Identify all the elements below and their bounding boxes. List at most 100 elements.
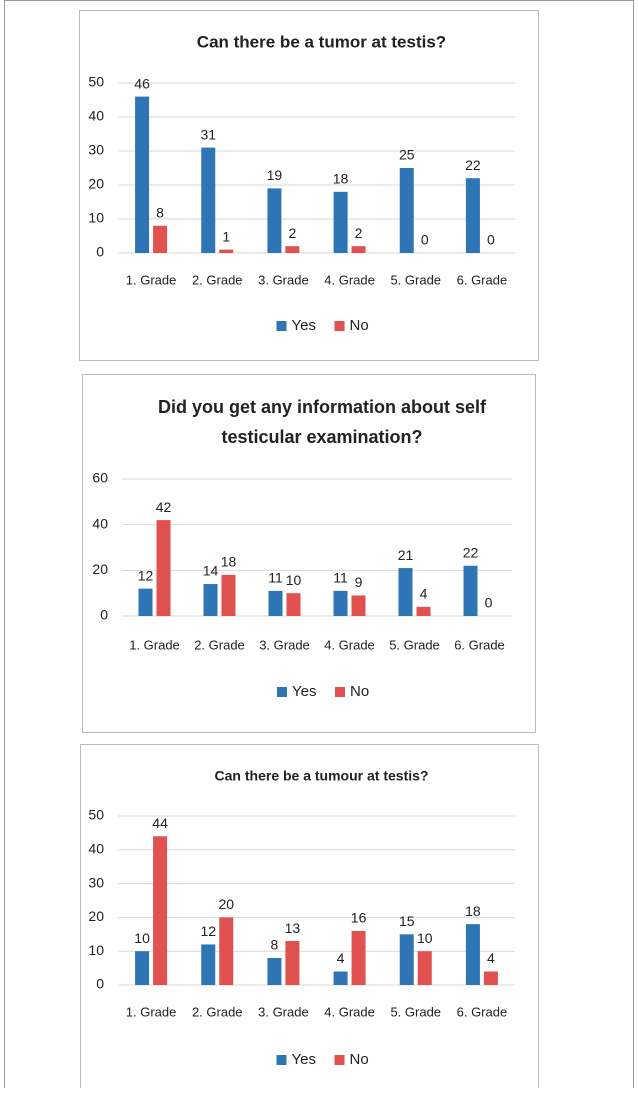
legend-label: Yes xyxy=(292,317,316,334)
data-label: 0 xyxy=(487,232,495,248)
bar xyxy=(333,191,348,253)
data-label: 0 xyxy=(421,232,429,248)
y-tick-label: 20 xyxy=(92,561,108,577)
x-tick-label: 1. Grade xyxy=(129,637,180,652)
data-label: 25 xyxy=(399,147,415,163)
data-label: 10 xyxy=(134,930,150,946)
data-label: 8 xyxy=(271,937,279,953)
legend-label: No xyxy=(350,1051,369,1068)
data-label: 0 xyxy=(485,595,493,611)
x-tick-label: 3. Grade xyxy=(259,637,310,652)
y-tick-label: 40 xyxy=(88,841,104,857)
bar xyxy=(268,590,283,616)
data-label: 20 xyxy=(218,896,234,912)
legend-label: No xyxy=(350,683,369,700)
data-label: 44 xyxy=(152,815,168,831)
data-label: 4 xyxy=(487,950,495,966)
bar xyxy=(399,168,414,253)
y-tick-label: 60 xyxy=(92,470,108,486)
bar xyxy=(221,574,236,616)
data-label: 2 xyxy=(289,225,297,241)
data-label: 18 xyxy=(465,903,481,919)
bar xyxy=(333,971,348,985)
x-tick-label: 4. Grade xyxy=(324,637,375,652)
data-label: 12 xyxy=(200,923,216,939)
data-label: 18 xyxy=(333,171,349,187)
y-tick-label: 50 xyxy=(88,74,104,90)
y-tick-label: 30 xyxy=(88,142,104,158)
data-label: 19 xyxy=(267,167,283,183)
data-label: 15 xyxy=(399,913,415,929)
bar xyxy=(483,971,498,985)
x-tick-label: 1. Grade xyxy=(126,1004,177,1019)
bar xyxy=(398,568,413,616)
page-frame xyxy=(4,0,634,1093)
bar xyxy=(351,595,366,616)
y-tick-label: 0 xyxy=(100,607,108,623)
data-label: 21 xyxy=(398,547,414,563)
x-tick-label: 6. Grade xyxy=(457,272,508,287)
data-label: 11 xyxy=(333,570,348,586)
legend-swatch xyxy=(335,687,345,697)
y-tick-label: 20 xyxy=(88,908,104,924)
bar xyxy=(135,96,150,253)
data-label: 4 xyxy=(420,586,428,602)
data-label: 46 xyxy=(134,75,150,91)
x-tick-label: 2. Grade xyxy=(192,272,243,287)
x-tick-label: 2. Grade xyxy=(192,1004,243,1019)
chart-title: Can there be a tumor at testis? xyxy=(197,32,446,51)
bar xyxy=(203,584,218,616)
x-tick-label: 1. Grade xyxy=(126,272,177,287)
bar xyxy=(135,951,150,985)
bar xyxy=(267,957,282,985)
x-tick-label: 3. Grade xyxy=(258,1004,309,1019)
bar xyxy=(333,590,348,616)
bar xyxy=(463,565,478,616)
chart-title: testicular examination? xyxy=(221,427,422,447)
chart-title: Did you get any information about self xyxy=(158,397,487,417)
x-tick-label: 5. Grade xyxy=(390,272,441,287)
x-tick-label: 2. Grade xyxy=(194,637,245,652)
legend-swatch xyxy=(334,1055,345,1065)
x-tick-label: 6. Grade xyxy=(457,1004,508,1019)
data-label: 14 xyxy=(203,563,219,579)
data-label: 31 xyxy=(200,126,216,142)
y-tick-label: 0 xyxy=(96,244,104,260)
data-label: 16 xyxy=(351,910,367,926)
bar xyxy=(219,917,234,985)
x-tick-label: 5. Grade xyxy=(389,637,440,652)
x-tick-label: 3. Grade xyxy=(258,272,309,287)
chart-title: Can there be a tumour at testis? xyxy=(215,768,429,784)
data-label: 2 xyxy=(355,225,363,241)
bar xyxy=(153,836,168,985)
legend-label: Yes xyxy=(292,683,316,700)
bar xyxy=(267,188,282,253)
legend-swatch xyxy=(334,321,345,331)
legend-swatch xyxy=(276,1055,287,1065)
bar xyxy=(399,934,414,985)
data-label: 13 xyxy=(285,920,301,936)
y-tick-label: 50 xyxy=(88,807,104,823)
legend-label: No xyxy=(350,317,369,334)
x-tick-label: 5. Grade xyxy=(390,1004,441,1019)
y-tick-label: 30 xyxy=(88,874,104,890)
legend-swatch xyxy=(277,687,287,697)
bar xyxy=(138,588,153,616)
x-tick-label: 6. Grade xyxy=(454,637,505,652)
bar xyxy=(153,225,168,253)
y-tick-label: 20 xyxy=(88,176,104,192)
bar xyxy=(417,951,432,985)
bar xyxy=(201,944,216,985)
bar xyxy=(219,249,234,253)
data-label: 10 xyxy=(417,930,433,946)
data-label: 10 xyxy=(286,572,302,588)
bar xyxy=(156,520,171,616)
data-label: 8 xyxy=(156,205,164,221)
bar xyxy=(351,246,366,253)
bar xyxy=(286,593,301,616)
x-tick-label: 4. Grade xyxy=(324,272,375,287)
y-tick-label: 40 xyxy=(92,515,108,531)
y-tick-label: 0 xyxy=(96,976,104,992)
data-label: 42 xyxy=(156,499,172,515)
data-label: 18 xyxy=(221,554,237,570)
